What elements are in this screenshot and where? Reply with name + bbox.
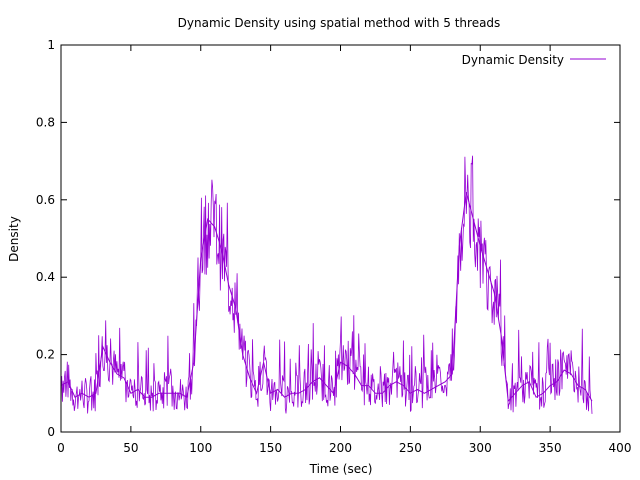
x-tick-label: 400: [609, 441, 632, 455]
x-tick-label: 250: [399, 441, 422, 455]
x-tick-label: 200: [329, 441, 352, 455]
plot-frame: [60, 44, 621, 433]
chart-title: Dynamic Density using spatial method wit…: [178, 16, 501, 30]
x-tick-label: 0: [57, 441, 65, 455]
series-line-dynamic-density-texture: [60, 155, 593, 414]
legend-label: Dynamic Density: [462, 53, 564, 67]
y-axis-label: Density: [7, 216, 21, 262]
plot-area: [60, 155, 593, 414]
y-tick-label: 1: [47, 38, 55, 52]
x-tick-label: 300: [469, 441, 492, 455]
y-tick-label: 0.4: [36, 270, 55, 284]
y-tick-label: 0.8: [36, 115, 55, 129]
legend: Dynamic Density: [462, 53, 606, 67]
y-tick-label: 0: [47, 425, 55, 439]
x-axis-label: Time (sec): [309, 462, 373, 476]
x-tick-label: 350: [539, 441, 562, 455]
x-tick-label: 150: [259, 441, 282, 455]
x-tick-label: 100: [189, 441, 212, 455]
x-tick-label: 50: [123, 441, 138, 455]
y-tick-label: 0.6: [36, 193, 55, 207]
axis-ticks: 0 50 100 150 200 250 300 350 400 0 0.2 0.4 0.6 0.8 1: [36, 38, 632, 455]
y-tick-label: 0.2: [36, 348, 55, 362]
